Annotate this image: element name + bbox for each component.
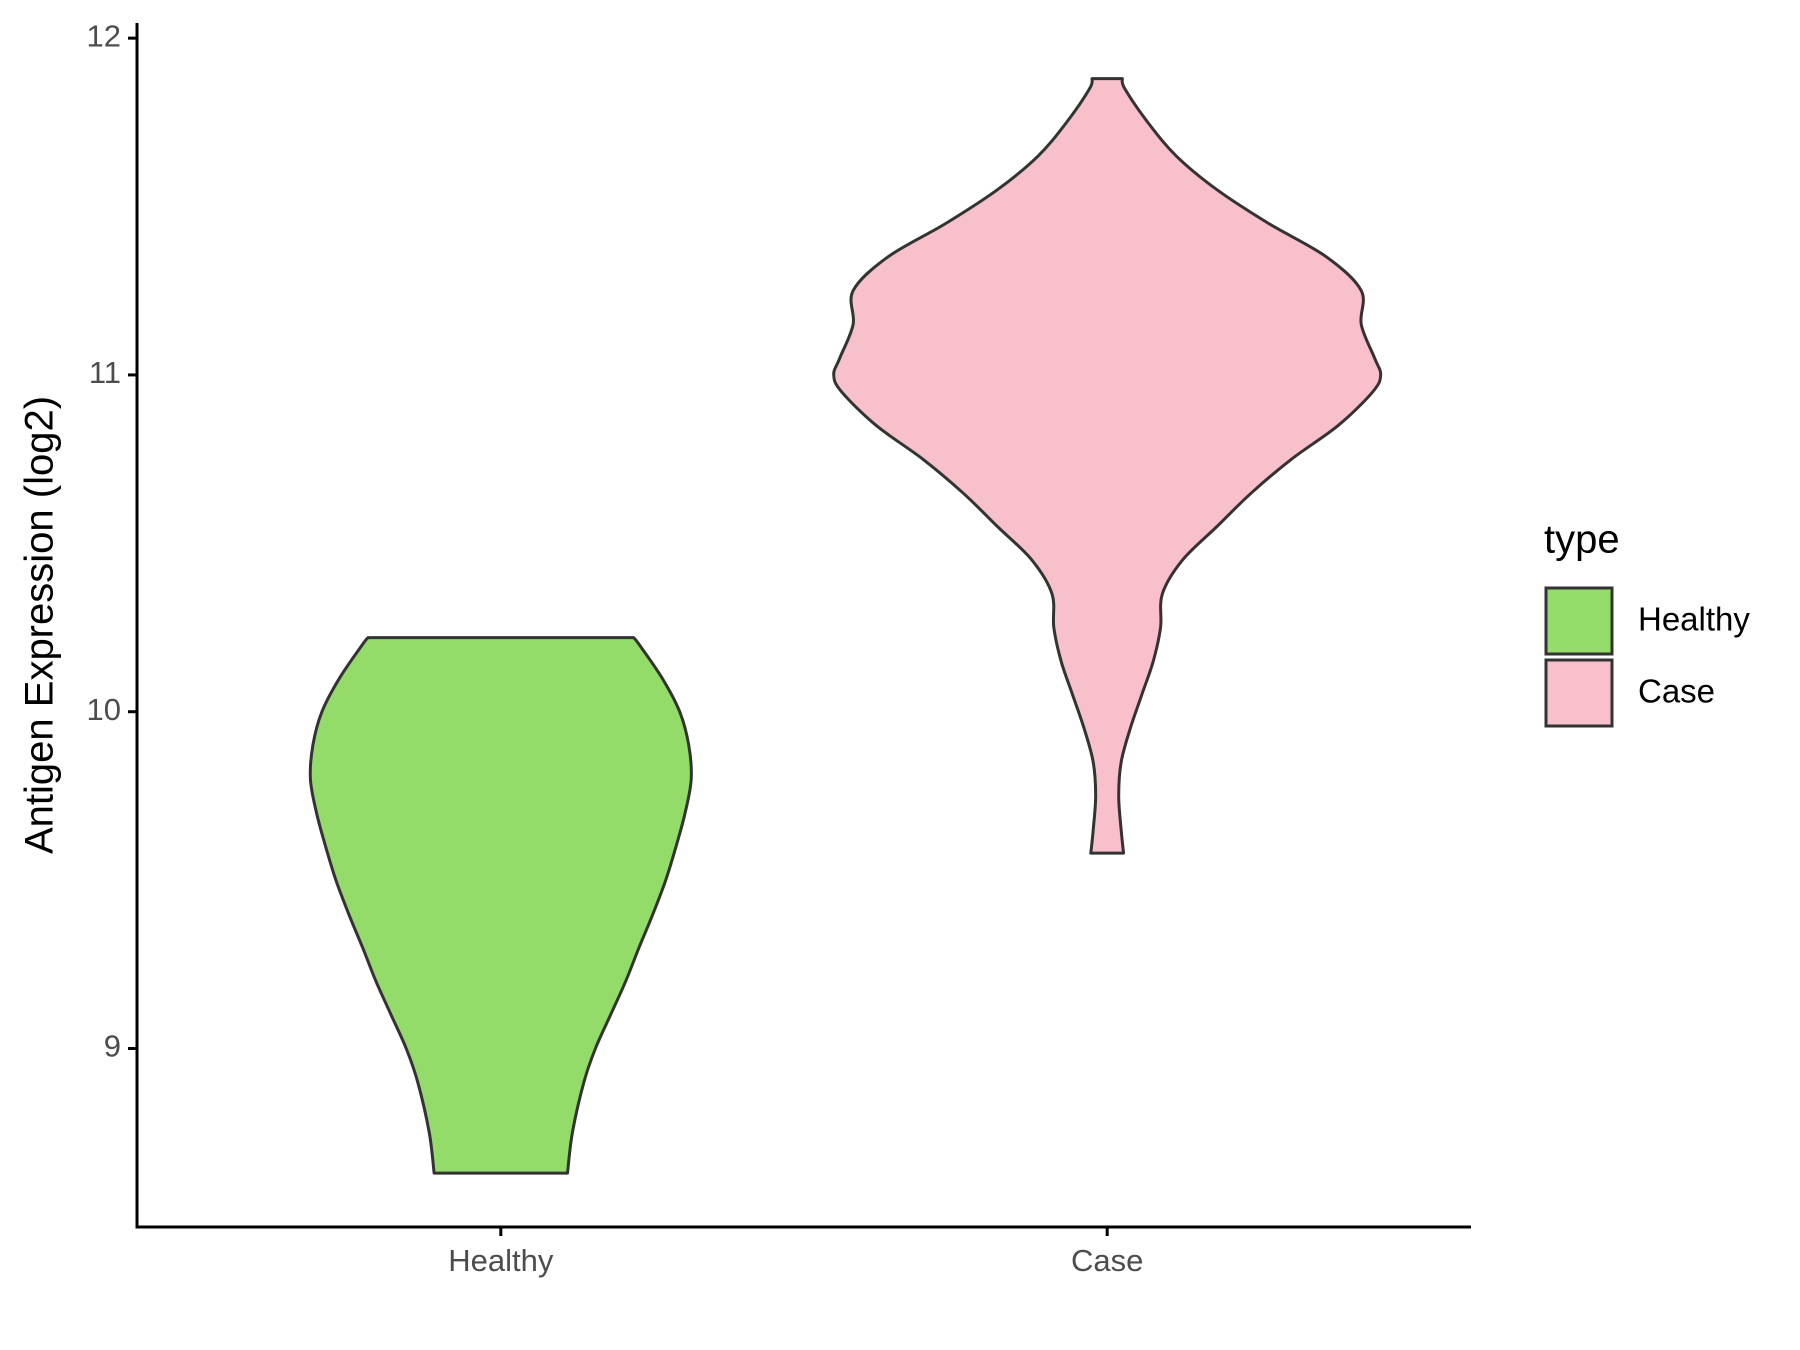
- y-tick-label: 9: [104, 1029, 121, 1064]
- x-tick-label: Case: [1071, 1243, 1143, 1278]
- violin: [308, 636, 693, 1175]
- legend-key: [1544, 658, 1614, 728]
- y-tick-label: 12: [87, 18, 121, 53]
- y-axis-title: Antigen Expression (log2): [18, 396, 62, 854]
- legend-label: Case: [1638, 673, 1715, 710]
- legend-key: [1544, 586, 1614, 656]
- violin: [832, 77, 1383, 855]
- y-tick-label: 11: [89, 355, 121, 390]
- y-tick-label: 10: [87, 692, 121, 727]
- legend-label: Healthy: [1638, 601, 1750, 638]
- legend-title: type: [1544, 518, 1620, 562]
- x-tick-label: Healthy: [448, 1243, 554, 1278]
